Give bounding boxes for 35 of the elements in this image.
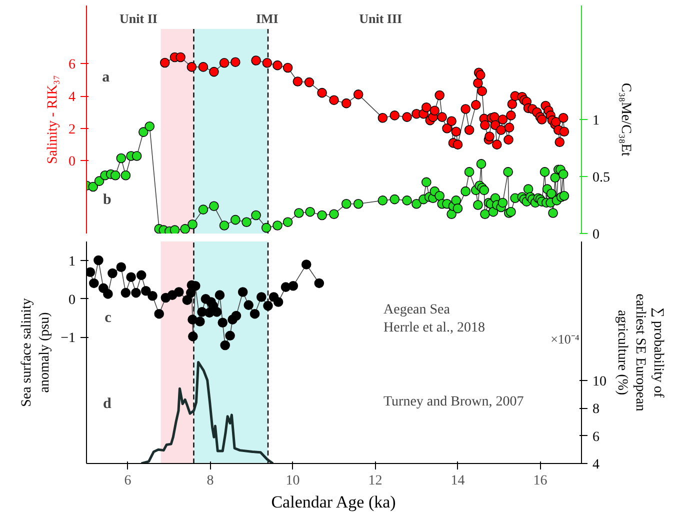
y2-axis-title: C₃₈Me/C₃₈Et [618,82,633,156]
x-tick-label: 16 [533,474,548,488]
y2-tick-label: 4 [592,458,600,472]
annotation: ×10⁻⁴ [550,332,580,347]
y-tick-label: 1 [68,254,76,270]
y-tick-label: 0 [68,292,76,308]
x-tick-label: 14 [450,474,465,488]
y-tick-label: 6 [68,58,76,73]
x-axis-title: Calendar Age (ka) [271,492,396,512]
y-tick-label: 2 [68,122,76,138]
x-tick-label: 10 [286,474,300,488]
annotation: c [104,310,112,326]
annotation: Unit III [359,10,402,26]
y-tick-label: 4 [68,90,76,106]
y-tick-label: −1 [60,331,76,346]
y2-tick-label: 0.5 [592,170,610,186]
annotation: b [102,192,112,208]
x-tick-label: 12 [368,474,382,488]
y-axis-title: Salinity - RIK₃₇ [46,74,60,164]
annotation: a [102,69,110,86]
annotation: Unit II [120,10,158,26]
x-tick-label: 8 [206,474,214,488]
y2-tick-label: 8 [592,402,600,417]
y2-tick-label: 0 [592,228,600,242]
y2-tick-label: 6 [592,430,600,445]
annotation: Aegean Sea Herrle et al., 2018 [384,302,485,336]
y-tick-label: 0 [68,154,76,170]
y2-tick-label: 1 [592,114,600,128]
annotation: IMI [256,10,278,26]
y2-tick-label: 10 [592,374,606,390]
annotation: d [102,396,112,412]
x-tick-label: 6 [124,474,132,488]
annotation: Turney and Brown, 2007 [384,394,524,410]
y-axis-title: Sea surface salinity anomaly (psu) [20,298,53,407]
y2-axis-title: ∑ probability of earliest SE European agriculture (%) [614,294,666,412]
